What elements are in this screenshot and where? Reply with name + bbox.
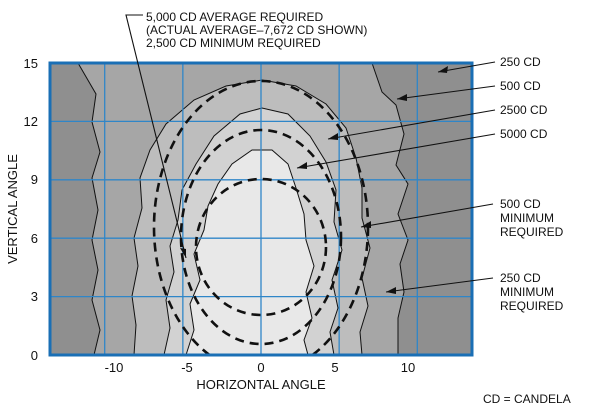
arrowhead xyxy=(438,66,448,73)
x-axis-ticks: -10 -5 0 5 10 xyxy=(105,360,416,375)
arrowhead xyxy=(180,248,186,258)
label-500-cd-minimum-line1: 500 CD xyxy=(500,197,541,211)
leader-5000-cd xyxy=(296,133,496,169)
x-tick-label: -10 xyxy=(105,360,124,375)
x-axis-title: HORIZONTAL ANGLE xyxy=(196,377,326,392)
label-5000-cd: 5000 CD xyxy=(500,127,548,141)
leader-2500-cd xyxy=(327,109,496,140)
label-500-cd-minimum-line3: REQUIRED xyxy=(500,225,564,239)
y-axis-title: VERTICAL ANGLE xyxy=(5,154,20,264)
annotation-average-required: 5,000 CD AVERAGE REQUIRED xyxy=(146,10,324,24)
x-tick-label: 0 xyxy=(257,360,264,375)
label-2500-cd: 2500 CD xyxy=(500,103,548,117)
annotation-actual-average: (ACTUAL AVERAGE–7,672 CD SHOWN) xyxy=(146,23,367,37)
y-tick-label: 6 xyxy=(31,231,38,246)
label-250-cd: 250 CD xyxy=(500,55,541,69)
dashed-5000-cd-average xyxy=(194,177,328,317)
x-tick-label: 5 xyxy=(331,360,338,375)
zone-core xyxy=(185,149,315,355)
arrowhead xyxy=(297,162,307,169)
footnote-candela: CD = CANDELA xyxy=(483,392,571,406)
leader-250-cd-minimum xyxy=(385,277,494,293)
plot-area xyxy=(50,63,472,355)
arrowhead xyxy=(361,221,371,228)
leader-250-cd xyxy=(437,61,496,73)
leader-lines xyxy=(125,14,496,293)
grid-lines xyxy=(50,63,472,355)
leader-top-annotation xyxy=(125,14,187,259)
arrowhead xyxy=(328,133,338,140)
y-tick-label: 9 xyxy=(31,172,38,187)
arrowheads xyxy=(180,66,448,294)
label-500-cd-minimum-line2: MINIMUM xyxy=(500,211,554,225)
y-tick-label: 0 xyxy=(31,348,38,363)
arrowhead xyxy=(386,287,396,294)
x-tick-label: -5 xyxy=(181,360,193,375)
dashed-2500-cd-minimum xyxy=(179,128,343,346)
y-tick-label: 12 xyxy=(24,114,38,129)
annotation-minimum-required: 2,500 CD MINIMUM REQUIRED xyxy=(146,36,321,50)
label-250-cd-minimum-line2: MINIMUM xyxy=(500,285,554,299)
plot-frame xyxy=(48,61,474,357)
leader-500-cd xyxy=(396,85,496,100)
x-tick-label: 10 xyxy=(401,360,415,375)
label-500-cd: 500 CD xyxy=(500,79,541,93)
leader-500-cd-minimum xyxy=(360,203,494,228)
y-tick-label: 3 xyxy=(31,289,38,304)
arrowhead xyxy=(397,94,407,101)
y-tick-label: 15 xyxy=(24,56,38,71)
y-axis-ticks: 0 3 6 9 12 15 xyxy=(24,56,38,363)
label-250-cd-minimum-line3: REQUIRED xyxy=(500,299,564,313)
label-250-cd-minimum-line1: 250 CD xyxy=(500,271,541,285)
